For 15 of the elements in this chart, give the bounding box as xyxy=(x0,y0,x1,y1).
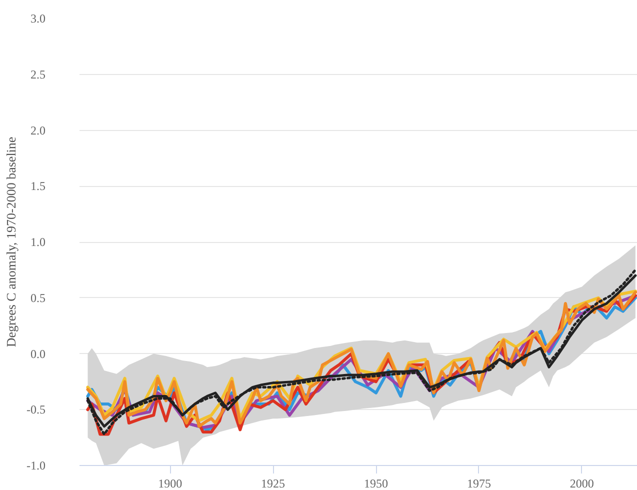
x-tick-label: 1975 xyxy=(466,476,491,490)
y-tick-label: -1.0 xyxy=(26,458,46,472)
y-tick-label: -0.5 xyxy=(26,402,46,417)
x-tick-label: 2000 xyxy=(570,476,594,490)
x-tick-label: 1900 xyxy=(158,476,182,490)
y-tick-label: 2.5 xyxy=(30,67,46,82)
x-tick-label: 1950 xyxy=(364,476,388,490)
y-tick-label: 0.5 xyxy=(30,290,46,305)
x-tick-label: 1925 xyxy=(261,476,286,490)
y-tick-label: 1.5 xyxy=(30,179,46,194)
y-tick-label: 2.0 xyxy=(30,123,46,138)
y-tick-label: 3.0 xyxy=(30,12,46,26)
y-axis-title: Degrees C anomaly, 1970-2000 baseline xyxy=(4,136,19,348)
y-tick-label: 1.0 xyxy=(30,235,46,249)
y-tick-label: 0.0 xyxy=(30,346,46,361)
